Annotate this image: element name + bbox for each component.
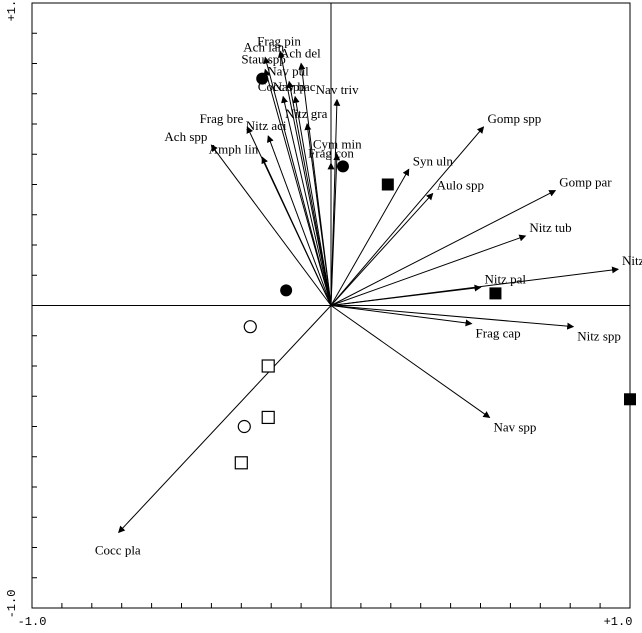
sample-point-open-square [261,410,275,425]
y-tick-label-min: -1.0 [5,590,19,619]
species-arrow [330,234,527,306]
species-label: Stau spp [241,52,285,67]
species-arrow [330,126,485,306]
sample-point-open-circle [237,419,251,434]
sample-point-filled-circle [256,72,269,85]
species-arrow [330,153,341,306]
species-label: Frag con [308,145,354,160]
species-arrow [330,168,410,306]
sample-point-filled-circle [336,160,349,173]
sample-point-filled-square [489,287,502,300]
species-label: Ach spp [164,129,207,144]
species-arrow [281,95,332,306]
sample-point-open-circle [243,320,257,334]
species-arrow [330,305,473,327]
species-label: Cym min [313,136,362,151]
species-label: Gomp spp [487,111,541,126]
species-arrow [263,56,332,306]
species-arrow [292,95,332,306]
species-label: Cocc pla [95,542,141,557]
species-label: Nav pul [267,64,309,79]
species-arrow [267,135,332,306]
species-label: Syn uln [413,153,454,168]
species-arrow [330,190,557,306]
species-arrow [330,284,482,306]
species-arrow [304,123,332,306]
species-label: Ach del [280,46,321,61]
species-label: Nitz spp [577,329,621,344]
species-arrow [330,192,434,306]
species-arrow [263,68,332,306]
species-label: Nitz lan [622,253,642,268]
sample-point-open-square [261,359,275,373]
species-label: Nav spp [493,419,536,434]
species-arrow [277,50,332,306]
species-arrow [286,80,332,306]
x-tick-label-max: +1.0 [604,615,633,629]
species-label: Nitz pal [485,271,527,286]
species-label: Nitz tub [529,220,571,235]
species-arrow [210,144,332,306]
sample-point-filled-square [381,178,394,191]
species-arrow [330,305,575,330]
species-label: Nav bac [273,79,316,94]
species-label: Aulo spp [437,178,484,193]
species-label: Ach ian [243,39,284,54]
sample-point-open-square [234,456,248,470]
y-tick-label-max: +1.0 [5,0,19,21]
species-arrow [330,305,491,419]
x-tick-label-min: -1.0 [18,615,47,629]
species-label: Cocc spp [258,79,306,94]
species-label: Frag bre [200,111,244,126]
species-label: Nitz gra [285,106,327,121]
species-label: Frag cap [476,326,521,341]
species-label: Gomp par [559,175,612,190]
species-label: Amph lin [209,141,259,156]
sample-point-filled-square [624,393,636,406]
species-label: Nitz aci [246,118,287,133]
species-label: Nav triv [316,82,359,97]
species-arrow [261,156,332,306]
species-label: Frag pin [257,33,301,48]
species-arrow [118,305,332,534]
sample-point-filled-circle [280,284,293,297]
